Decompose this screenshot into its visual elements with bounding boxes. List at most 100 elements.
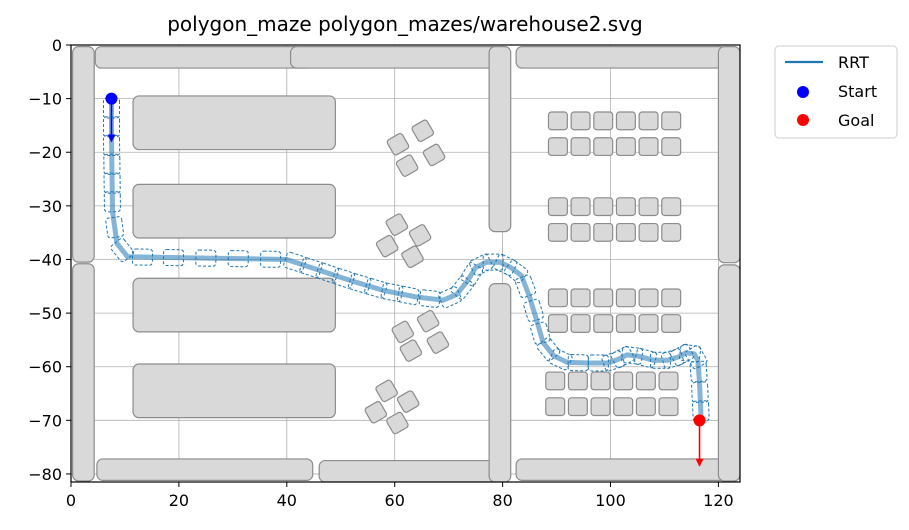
rrt-footprint <box>503 259 529 284</box>
legend: RRT Start Goal <box>774 45 898 139</box>
rrt-footprint <box>195 249 217 267</box>
obstacle-tile <box>386 411 409 435</box>
obstacle-tile <box>364 401 388 424</box>
obstacle-box <box>638 111 659 131</box>
obstacle-tile <box>375 379 398 403</box>
obstacle-tile <box>385 213 409 236</box>
obstacle-tile <box>401 245 424 269</box>
rrt-footprint <box>460 262 484 287</box>
obstacle-shelf <box>515 46 728 69</box>
rrt-footprint <box>514 274 537 299</box>
obstacle-box <box>635 371 656 391</box>
obstacle-box <box>613 397 634 417</box>
obstacle-shelf <box>515 458 728 481</box>
obstacle-tile <box>399 339 423 362</box>
obstacle-tile <box>422 143 446 167</box>
obstacle-box <box>638 288 659 308</box>
obstacle-box <box>545 371 566 391</box>
legend-start-swatch <box>797 86 809 98</box>
obstacle-tile <box>395 154 419 177</box>
obstacle-box <box>590 397 611 417</box>
obstacle-box <box>593 197 614 217</box>
obstacle-box <box>615 137 636 157</box>
obstacle-shelf <box>717 264 740 482</box>
y-tick-label: −10 <box>28 90 62 109</box>
rrt-footprint <box>634 348 658 369</box>
obstacle-box <box>661 137 682 157</box>
obstacle-box <box>638 314 659 334</box>
obstacle-shelf <box>289 46 502 69</box>
x-tick-label: 120 <box>703 491 734 510</box>
plot-frame <box>70 44 741 483</box>
rrt-footprint <box>364 277 388 299</box>
start-goal-markers <box>105 92 706 467</box>
obstacle-box <box>570 288 591 308</box>
obstacle-box <box>570 222 591 242</box>
obstacle-tile <box>386 132 410 156</box>
obstacle-shelf <box>318 459 509 482</box>
obstacle-box <box>615 111 636 131</box>
obstacle-box <box>613 371 634 391</box>
obstacle-box <box>658 371 679 391</box>
rrt-footprint <box>347 273 372 294</box>
rrt-footprint <box>162 248 185 267</box>
rrt-footprint <box>103 191 121 213</box>
obstacle-box <box>638 137 659 157</box>
rrt-footprint <box>396 285 420 306</box>
legend-rrt-label: RRT <box>838 53 869 72</box>
obstacle-shelf <box>132 183 336 239</box>
rrt-footprint <box>548 348 573 371</box>
x-tick-label: 80 <box>492 491 512 510</box>
obstacles <box>72 46 740 482</box>
rrt-footprint <box>692 400 710 422</box>
y-axis-ticks: 0 −10 −20 −30 −40 −50 −60 −70 −80 <box>28 36 71 484</box>
rrt-footprint <box>689 360 708 383</box>
obstacle-shelf <box>72 46 95 263</box>
rrt-footprint <box>131 248 154 266</box>
obstacle-box <box>638 222 659 242</box>
rrt-footprint <box>684 345 708 370</box>
rrt-footprint <box>669 343 695 367</box>
chart-title: polygon_maze polygon_mazes/warehouse2.sv… <box>167 12 643 36</box>
rrt-footprint <box>469 253 494 276</box>
obstacle-box <box>570 197 591 217</box>
y-tick-label: −50 <box>28 304 62 323</box>
obstacle-box <box>661 222 682 242</box>
x-tick-label: 60 <box>385 491 405 510</box>
legend-start-label: Start <box>838 82 877 101</box>
obstacle-box <box>547 222 568 242</box>
rrt-footprint <box>601 350 625 372</box>
obstacle-shelf <box>717 46 740 264</box>
obstacle-box <box>593 137 614 157</box>
obstacle-shelf <box>132 95 336 151</box>
rrt-footprint <box>649 351 671 369</box>
rrt-footprint <box>380 282 404 302</box>
obstacle-box <box>593 111 614 131</box>
obstacle-shelf <box>132 277 336 333</box>
rrt-path-line <box>109 96 704 423</box>
rrt-footprint <box>536 337 561 362</box>
obstacle-box <box>570 111 591 131</box>
obstacle-box <box>567 371 588 391</box>
y-tick-label: −30 <box>28 197 62 216</box>
rrt-footprint <box>299 257 323 278</box>
obstacle-box <box>615 314 636 334</box>
obstacle-box <box>593 314 614 334</box>
rrt-footprint <box>523 298 544 323</box>
obstacle-box <box>661 197 682 217</box>
y-tick-label: −80 <box>28 465 62 484</box>
rrt-footprint <box>610 345 635 369</box>
obstacle-box <box>638 197 659 217</box>
goal-point <box>693 414 706 427</box>
legend-goal-swatch <box>797 114 809 126</box>
obstacle-box <box>570 137 591 157</box>
obstacle-tile <box>396 390 420 413</box>
x-tick-label: 20 <box>169 491 189 510</box>
obstacle-box <box>590 371 611 391</box>
obstacle-box <box>547 137 568 157</box>
rrt-footprint <box>105 216 125 239</box>
obstacle-tile <box>408 224 432 247</box>
obstacle-box <box>570 314 591 334</box>
rrt-footprint <box>103 172 121 194</box>
